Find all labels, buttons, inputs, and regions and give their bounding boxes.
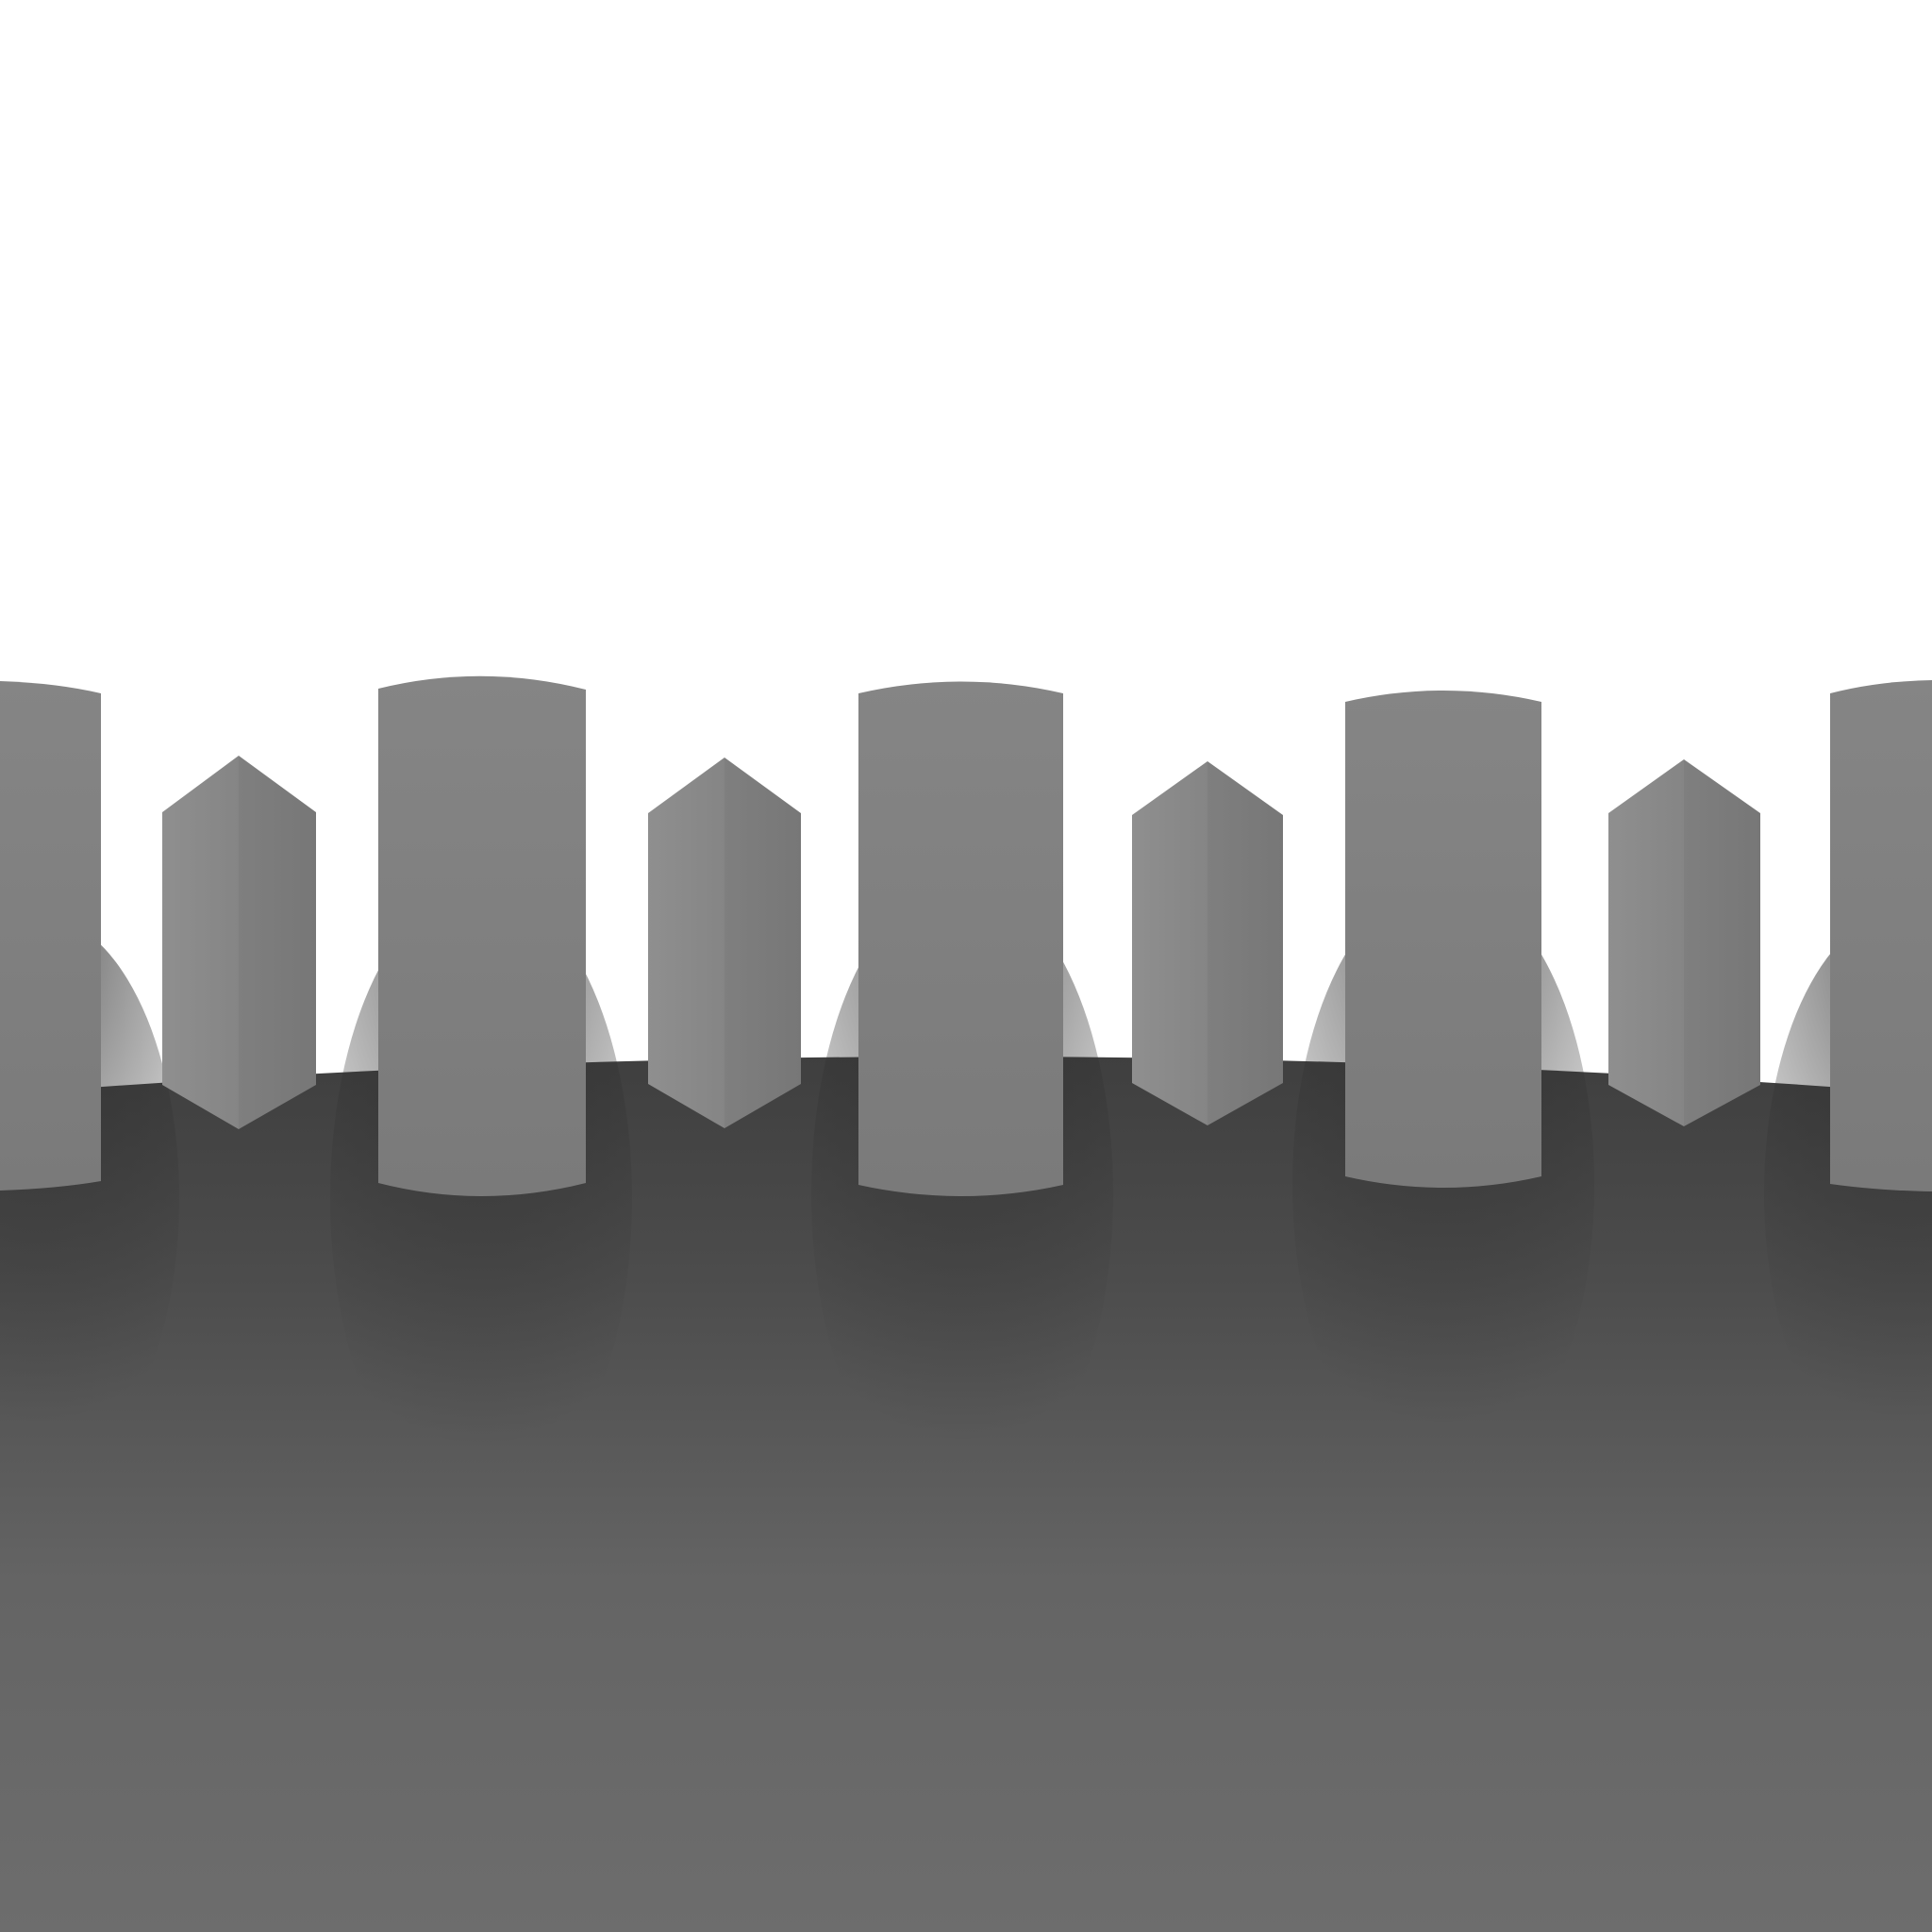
- pillar-3: [858, 681, 1063, 1196]
- prism-2: [648, 758, 801, 1128]
- prism-1: [162, 756, 316, 1129]
- prism-4: [1608, 759, 1760, 1126]
- pillar-5: [1830, 680, 1932, 1191]
- pillar-4: [1345, 691, 1541, 1188]
- pillar-1: [0, 681, 101, 1191]
- pillar-2: [378, 675, 586, 1196]
- prism-3: [1132, 761, 1283, 1125]
